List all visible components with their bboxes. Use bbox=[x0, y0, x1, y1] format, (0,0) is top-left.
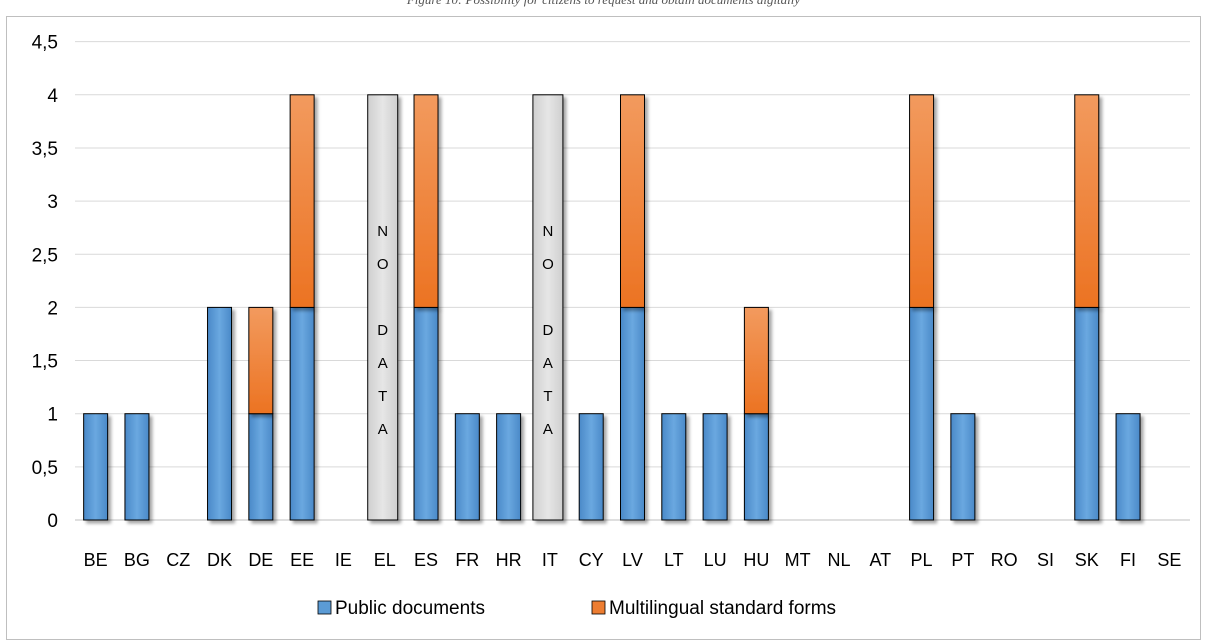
no-data-label: N bbox=[377, 223, 388, 240]
x-tick-label: LU bbox=[704, 550, 727, 570]
x-axis-ticks: BE BG CZ DK DE EE IE EL ES FR HR IT CY LV LT LU HU MT NL AT… bbox=[84, 550, 1182, 570]
bar-segment bbox=[289, 306, 315, 521]
bar-segment bbox=[413, 306, 439, 521]
no-data-label: A bbox=[543, 421, 553, 438]
y-tick-label: 0 bbox=[47, 511, 58, 532]
bar-no-data bbox=[532, 94, 564, 521]
no-data-label: A bbox=[378, 421, 388, 438]
x-tick-label: IE bbox=[335, 550, 352, 570]
bar-segment bbox=[1074, 94, 1100, 308]
bar-segment bbox=[950, 413, 976, 521]
no-data-label: D bbox=[377, 322, 388, 339]
no-data-label: T bbox=[543, 388, 552, 405]
x-tick-label: EE bbox=[290, 550, 314, 570]
y-tick-label: 1 bbox=[47, 405, 58, 426]
y-tick-label: 2,5 bbox=[32, 245, 58, 266]
legend-swatch bbox=[591, 600, 606, 615]
legend-swatch bbox=[317, 600, 332, 615]
legend-label: Multilingual standard forms bbox=[609, 598, 836, 619]
no-data-label: D bbox=[542, 322, 553, 339]
bar-segment bbox=[702, 413, 728, 521]
bar-segment bbox=[83, 413, 109, 521]
bar-segment bbox=[909, 306, 935, 521]
y-tick-label: 4 bbox=[47, 86, 58, 107]
x-tick-label: IT bbox=[542, 550, 558, 570]
x-tick-label: BE bbox=[84, 550, 108, 570]
bar-segment bbox=[743, 306, 769, 415]
bar-segment bbox=[1074, 306, 1100, 521]
y-axis-ticks: 0 0,5 1 1,5 2 2,5 3 3,5 4 4,5 bbox=[32, 33, 59, 532]
x-tick-label: FI bbox=[1120, 550, 1136, 570]
x-tick-label: AT bbox=[869, 550, 891, 570]
x-tick-label: FR bbox=[455, 550, 479, 570]
y-tick-label: 1,5 bbox=[32, 352, 58, 373]
legend: Public documents Multilingual standard fo… bbox=[317, 598, 836, 619]
no-data-label: A bbox=[543, 355, 553, 372]
no-data-label: A bbox=[378, 355, 388, 372]
x-tick-label: DE bbox=[248, 550, 273, 570]
bar-segment bbox=[743, 413, 769, 521]
y-tick-label: 2 bbox=[47, 298, 58, 319]
x-tick-label: LT bbox=[664, 550, 684, 570]
bar-no-data bbox=[367, 94, 399, 521]
x-tick-label: CY bbox=[579, 550, 604, 570]
bar-segment bbox=[1115, 413, 1141, 521]
x-tick-label: HR bbox=[496, 550, 522, 570]
bar-segment bbox=[289, 94, 315, 308]
x-tick-label: RO bbox=[991, 550, 1018, 570]
bar-segment bbox=[661, 413, 687, 521]
x-tick-label: LV bbox=[622, 550, 643, 570]
x-tick-label: NL bbox=[827, 550, 850, 570]
x-tick-label: MT bbox=[785, 550, 811, 570]
bar-segment bbox=[909, 94, 935, 308]
x-tick-label: PL bbox=[911, 550, 933, 570]
x-tick-label: SK bbox=[1075, 550, 1099, 570]
x-tick-label: BG bbox=[124, 550, 150, 570]
bar-segment bbox=[248, 306, 274, 415]
bar-segment bbox=[124, 413, 150, 521]
y-tick-label: 3 bbox=[47, 192, 58, 213]
no-data-label: T bbox=[378, 388, 387, 405]
x-tick-label: DK bbox=[207, 550, 232, 570]
x-tick-label: SI bbox=[1037, 550, 1054, 570]
bar-segment bbox=[578, 413, 604, 521]
bar-segment bbox=[620, 94, 645, 308]
x-tick-label: ES bbox=[414, 550, 438, 570]
x-tick-label: PT bbox=[951, 550, 974, 570]
chart-caption: Figure 10: Possibility for citizens to r… bbox=[0, 0, 1207, 8]
chart-frame bbox=[6, 16, 1201, 640]
y-tick-label: 4,5 bbox=[32, 33, 58, 54]
bar-segment bbox=[207, 306, 233, 521]
x-tick-label: CZ bbox=[166, 550, 190, 570]
bar-segment bbox=[454, 413, 480, 521]
legend-label: Public documents bbox=[335, 598, 485, 619]
bar-segment bbox=[496, 413, 522, 521]
y-tick-label: 3,5 bbox=[32, 139, 58, 160]
x-tick-label: EL bbox=[374, 550, 396, 570]
y-tick-label: 0,5 bbox=[32, 458, 58, 479]
bar-segment bbox=[620, 306, 645, 521]
x-tick-label: SE bbox=[1157, 550, 1181, 570]
no-data-label: O bbox=[542, 256, 554, 273]
bar-segment bbox=[248, 413, 274, 521]
x-tick-label: HU bbox=[743, 550, 769, 570]
bar-segment bbox=[413, 94, 439, 308]
no-data-label: N bbox=[542, 223, 553, 240]
no-data-label: O bbox=[377, 256, 389, 273]
